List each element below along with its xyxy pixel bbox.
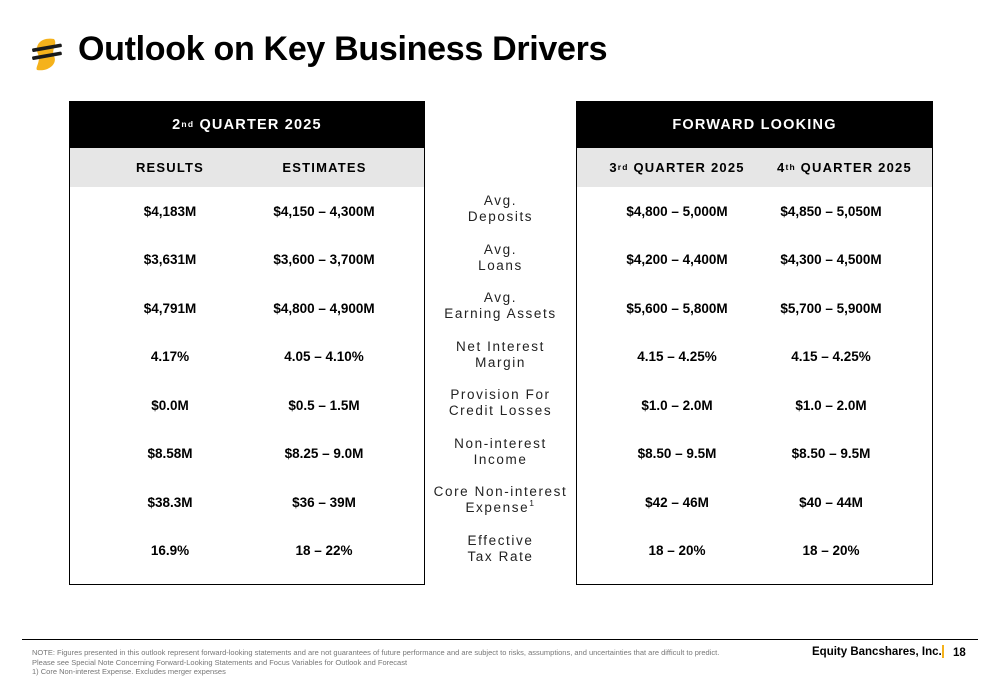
metric-label-line2-text: Credit Losses xyxy=(448,403,553,418)
page-number: 18 xyxy=(953,647,966,659)
table-row: $42 – 46M $40 – 44M xyxy=(577,478,932,526)
metric-label: Avg. Earning Assets xyxy=(425,290,576,322)
metric-label-line2: Loans xyxy=(425,258,576,274)
metric-label-line2: Credit Losses xyxy=(425,403,576,419)
results-value: 16.9% xyxy=(150,543,190,558)
metric-label-line2: Income xyxy=(425,452,576,468)
metric-label-line2: Margin xyxy=(425,355,576,371)
table-row: $5,600 – 5,800M $5,700 – 5,900M xyxy=(577,284,932,332)
q4-value: 4.15 – 4.25% xyxy=(791,349,871,364)
metric-label: Avg. Deposits xyxy=(425,193,576,225)
table-row: $38.3M $36 – 39M xyxy=(70,478,424,526)
metric-label-line2-text: Expense xyxy=(465,500,530,515)
metric-label-line2-text: Earning Assets xyxy=(444,306,557,321)
q3-value: $1.0 – 2.0M xyxy=(641,397,713,413)
table-row: 4.15 – 4.25% 4.15 – 4.25% xyxy=(577,333,932,381)
footnote: NOTE: Figures presented in this outlook … xyxy=(32,648,720,677)
table-row: $8.58M $8.25 – 9.0M xyxy=(70,430,424,478)
metric-label: Provision For Credit Losses xyxy=(425,387,576,419)
metric-label-line2: Tax Rate xyxy=(425,549,576,565)
results-value: $4,183M xyxy=(143,203,197,219)
estimates-value: $36 – 39M xyxy=(292,494,356,510)
footer-separator xyxy=(942,645,944,658)
metric-label-line2: Expense1 xyxy=(425,497,576,516)
metric-label-line1: Net Interest xyxy=(456,338,545,354)
results-value: $8.58M xyxy=(147,446,193,461)
estimates-value: $3,600 – 3,700M xyxy=(273,252,375,267)
table-row: $1.0 – 2.0M $1.0 – 2.0M xyxy=(577,381,932,429)
q4-value: 18 – 20% xyxy=(802,543,860,558)
metric-label-line2-text: Tax Rate xyxy=(467,548,534,564)
current-quarter-subheader: RESULTS ESTIMATES xyxy=(70,148,424,187)
q4-value: $4,850 – 5,050M xyxy=(780,203,882,219)
table-row: 16.9% 18 – 22% xyxy=(70,527,424,575)
estimates-value: $4,800 – 4,900M xyxy=(273,300,375,316)
metric-label-line1: Provision For xyxy=(450,387,551,402)
table-row: $3,631M $3,600 – 3,700M xyxy=(70,236,424,284)
q3-value: 18 – 20% xyxy=(648,543,706,558)
q4-value: $4,300 – 4,500M xyxy=(780,252,882,267)
metric-label-line1: Non-interest xyxy=(454,435,547,451)
estimates-value: $0.5 – 1.5M xyxy=(288,397,360,413)
metric-label-line1: Avg. xyxy=(483,193,518,208)
forward-looking-heading: FORWARD LOOKING xyxy=(577,102,932,148)
q3-value: $8.50 – 9.5M xyxy=(637,446,717,461)
metric-label-line2: Earning Assets xyxy=(425,306,576,322)
results-value: 4.17% xyxy=(150,349,190,364)
footnote-marker: 1 xyxy=(529,497,536,508)
q3-value: $4,800 – 5,000M xyxy=(626,203,728,219)
metric-label: Effective Tax Rate xyxy=(425,533,576,565)
q4-value: $1.0 – 2.0M xyxy=(795,397,867,413)
metric-label-line2-text: Loans xyxy=(478,257,523,273)
q4-value: $40 – 44M xyxy=(799,494,863,510)
table-row: 18 – 20% 18 – 20% xyxy=(577,527,932,575)
estimates-column-header: ESTIMATES xyxy=(282,160,367,175)
estimates-value: $4,150 – 4,300M xyxy=(273,203,375,219)
metric-label: Net Interest Margin xyxy=(425,339,576,371)
metric-label: Core Non-interest Expense1 xyxy=(425,484,576,516)
table-row: $4,800 – 5,000M $4,850 – 5,050M xyxy=(577,187,932,235)
estimates-value: 18 – 22% xyxy=(295,543,353,558)
page-title: Outlook on Key Business Drivers xyxy=(78,30,608,68)
q4-value: $5,700 – 5,900M xyxy=(780,300,882,316)
company-name: Equity Bancshares, Inc. xyxy=(812,646,942,658)
metric-label-line1: Core Non-interest xyxy=(433,484,568,499)
table-row: $4,183M $4,150 – 4,300M xyxy=(70,187,424,235)
table-row: $4,791M $4,800 – 4,900M xyxy=(70,284,424,332)
table-row: 4.17% 4.05 – 4.10% xyxy=(70,333,424,381)
metric-label-line1: Effective xyxy=(467,532,534,548)
estimates-value: $8.25 – 9.0M xyxy=(284,446,364,461)
metric-label-line2: Deposits xyxy=(425,209,576,225)
table-row: $4,200 – 4,400M $4,300 – 4,500M xyxy=(577,236,932,284)
q3-value: $4,200 – 4,400M xyxy=(626,252,728,267)
equity-logo-icon xyxy=(32,38,62,71)
results-value: $4,791M xyxy=(143,300,197,316)
q3-value: $5,600 – 5,800M xyxy=(626,300,728,316)
metric-label: Non-interest Income xyxy=(425,436,576,468)
results-value: $38.3M xyxy=(147,494,193,510)
results-column-header: RESULTS xyxy=(135,160,205,175)
metric-label: Avg. Loans xyxy=(425,242,576,274)
q4-value: $8.50 – 9.5M xyxy=(791,446,871,461)
table-row: $8.50 – 9.5M $8.50 – 9.5M xyxy=(577,430,932,478)
table-row: $0.0M $0.5 – 1.5M xyxy=(70,381,424,429)
q3-value: $42 – 46M xyxy=(645,494,709,510)
results-value: $3,631M xyxy=(143,252,197,267)
metric-label-line2-text: Deposits xyxy=(467,209,534,224)
estimates-value: 4.05 – 4.10% xyxy=(284,349,364,364)
metric-label-line1: Avg. xyxy=(483,241,518,257)
results-value: $0.0M xyxy=(151,397,189,413)
metric-label-line1: Avg. xyxy=(483,290,518,305)
metric-label-line2-text: Income xyxy=(473,451,528,467)
metric-label-line2-text: Margin xyxy=(475,354,526,370)
q3-value: 4.15 – 4.25% xyxy=(637,349,717,364)
footer-divider xyxy=(22,639,978,640)
